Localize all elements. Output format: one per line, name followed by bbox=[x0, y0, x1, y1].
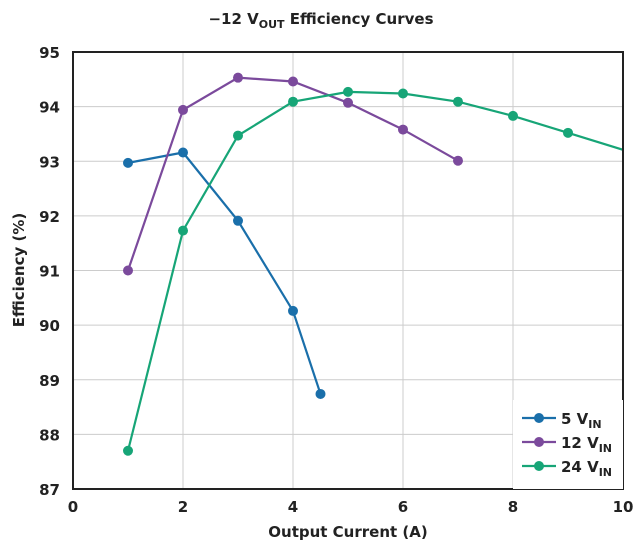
series-line bbox=[126, 90, 623, 452]
series-group bbox=[123, 72, 623, 456]
x-tick-label: 2 bbox=[178, 498, 188, 516]
y-tick-label: 90 bbox=[39, 317, 60, 335]
data-point bbox=[398, 88, 408, 99]
plot-frame bbox=[72, 51, 624, 490]
x-tick-label: 8 bbox=[508, 498, 518, 516]
legend-label: 24 VIN bbox=[561, 458, 612, 479]
data-point bbox=[453, 155, 463, 166]
data-point bbox=[288, 96, 298, 107]
data-point bbox=[288, 305, 298, 316]
y-axis-label: Efficiency (%) bbox=[10, 213, 28, 328]
tick-labels: 0 2 4 6 8 10 87 88 89 90 91 92 93 94 95 bbox=[39, 44, 633, 516]
y-tick-label: 93 bbox=[39, 153, 60, 171]
series-0 bbox=[123, 147, 326, 399]
data-point bbox=[233, 215, 243, 226]
data-point bbox=[123, 265, 133, 276]
data-point bbox=[178, 104, 188, 115]
x-axis-label: Output Current (A) bbox=[268, 523, 427, 541]
data-point bbox=[343, 97, 353, 108]
y-tick-label: 91 bbox=[39, 263, 60, 281]
data-point bbox=[315, 388, 326, 399]
x-tick-label: 0 bbox=[68, 498, 78, 516]
data-point bbox=[178, 225, 188, 236]
legend-marker bbox=[534, 437, 544, 447]
legend-marker bbox=[534, 461, 544, 471]
data-point bbox=[123, 445, 133, 456]
y-tick-label: 88 bbox=[39, 426, 60, 444]
x-tick-label: 4 bbox=[288, 498, 298, 516]
x-tick-label: 10 bbox=[613, 498, 634, 516]
data-point bbox=[508, 110, 518, 121]
y-tick-label: 89 bbox=[39, 372, 60, 390]
data-point bbox=[178, 147, 188, 158]
y-tick-label: 94 bbox=[39, 99, 60, 117]
legend-label: 5 VIN bbox=[561, 410, 602, 431]
x-tick-label: 6 bbox=[398, 498, 408, 516]
data-point bbox=[233, 130, 243, 141]
series-2 bbox=[123, 86, 623, 456]
data-point bbox=[123, 157, 133, 168]
data-point bbox=[398, 124, 408, 135]
legend: 5 VIN 12 VIN 24 VIN bbox=[513, 400, 623, 489]
data-point bbox=[288, 76, 298, 87]
legend-box bbox=[513, 400, 623, 489]
legend-label: 12 VIN bbox=[561, 434, 612, 455]
data-point bbox=[233, 72, 243, 83]
y-tick-label: 92 bbox=[39, 208, 60, 226]
y-tick-label: 95 bbox=[39, 44, 60, 62]
legend-marker bbox=[534, 413, 544, 423]
data-point bbox=[563, 127, 573, 138]
y-tick-label: 87 bbox=[39, 481, 60, 499]
series-1 bbox=[123, 72, 463, 276]
data-point bbox=[343, 86, 353, 97]
data-point bbox=[453, 96, 463, 107]
chart-title: −12 VOUT Efficiency Curves bbox=[208, 10, 433, 31]
